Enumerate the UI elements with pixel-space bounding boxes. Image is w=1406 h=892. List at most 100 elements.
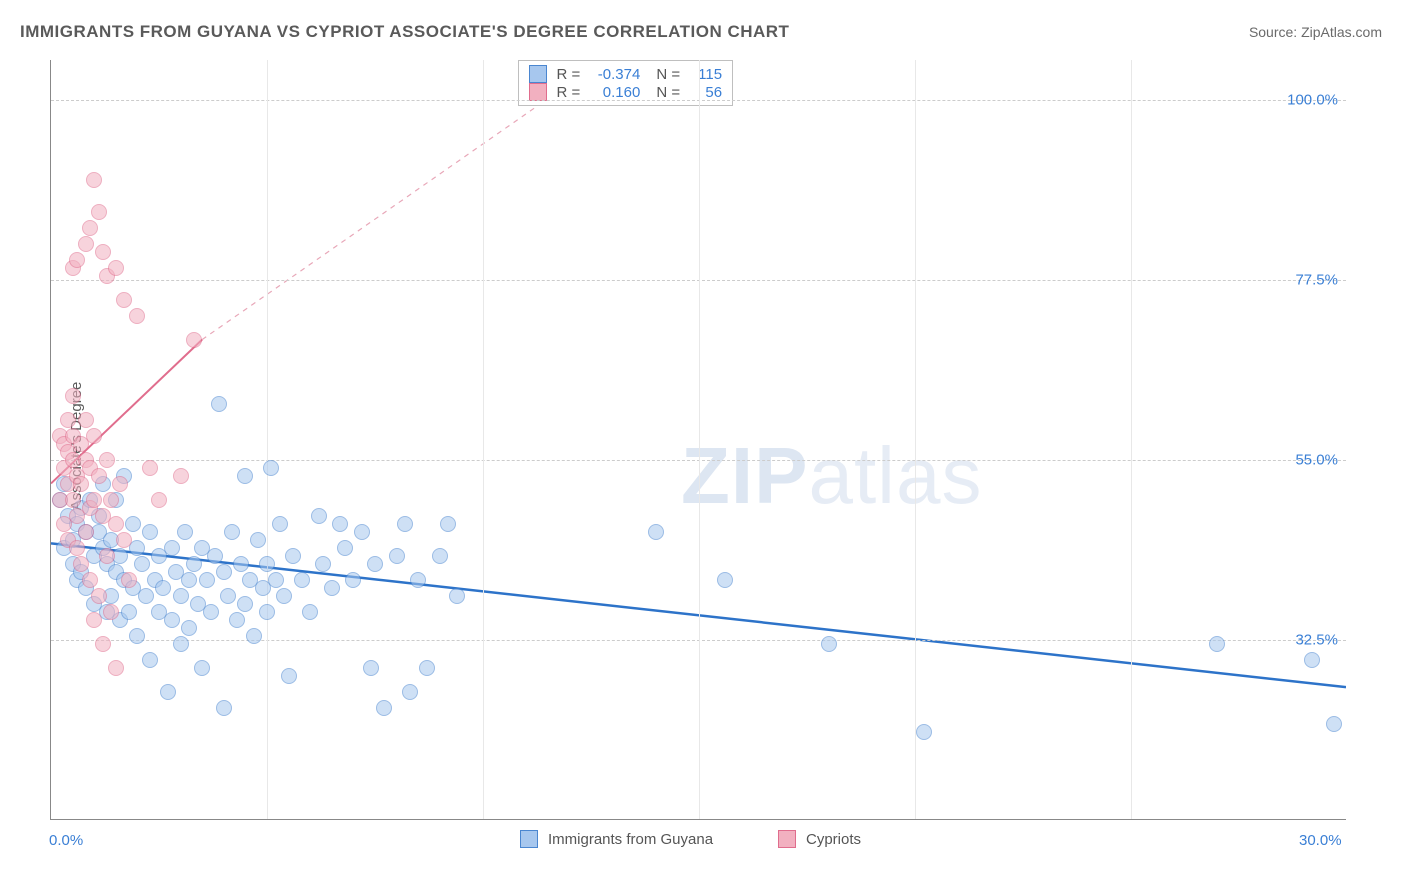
scatter-point-cypriots [108,516,124,532]
r-value: -0.374 [588,66,640,83]
scatter-point-cypriots [86,492,102,508]
chart-title: IMMIGRANTS FROM GUYANA VS CYPRIOT ASSOCI… [20,22,789,42]
scatter-point-cypriots [103,492,119,508]
trend-line [202,84,569,340]
scatter-point-guyana [138,588,154,604]
scatter-point-guyana [211,396,227,412]
scatter-point-cypriots [86,612,102,628]
scatter-point-cypriots [65,388,81,404]
scatter-point-cypriots [78,524,94,540]
watermark-rest: atlas [808,431,982,520]
scatter-point-guyana [402,684,418,700]
source-label: Source: ZipAtlas.com [1249,24,1382,40]
scatter-point-cypriots [65,492,81,508]
scatter-point-guyana [1326,716,1342,732]
y-tick-label: 55.0% [1295,452,1338,469]
scatter-point-guyana [164,540,180,556]
scatter-point-cypriots [186,332,202,348]
scatter-point-cypriots [99,548,115,564]
scatter-point-guyana [177,524,193,540]
legend-item: Immigrants from Guyana [520,830,713,848]
scatter-point-guyana [250,532,266,548]
scatter-point-guyana [389,548,405,564]
scatter-point-guyana [345,572,361,588]
legend-label: Cypriots [806,831,861,848]
scatter-point-guyana [268,572,284,588]
scatter-point-guyana [717,572,733,588]
stats-row-cypriots: R = 0.160 N = 56 [529,83,723,101]
scatter-point-guyana [821,636,837,652]
scatter-point-guyana [294,572,310,588]
scatter-point-guyana [1304,652,1320,668]
scatter-point-guyana [216,564,232,580]
watermark: ZIPatlas [681,430,982,522]
scatter-point-guyana [237,596,253,612]
x-tick-label: 0.0% [49,832,83,849]
n-value: 56 [688,84,722,101]
scatter-point-guyana [311,508,327,524]
scatter-point-guyana [354,524,370,540]
scatter-point-guyana [259,604,275,620]
scatter-point-cypriots [91,588,107,604]
scatter-point-cypriots [60,412,76,428]
scatter-point-guyana [224,524,240,540]
scatter-point-guyana [207,548,223,564]
swatch-icon [520,830,538,848]
scatter-point-cypriots [69,540,85,556]
r-value: 0.160 [588,84,640,101]
r-label: R = [557,66,581,83]
scatter-point-guyana [237,468,253,484]
y-tick-label: 100.0% [1287,92,1338,109]
scatter-point-guyana [181,572,197,588]
scatter-point-guyana [155,580,171,596]
scatter-point-cypriots [99,452,115,468]
gridline-vertical [915,60,916,819]
n-value: 115 [688,66,722,83]
scatter-point-guyana [186,556,202,572]
scatter-point-cypriots [73,556,89,572]
scatter-point-guyana [419,660,435,676]
scatter-point-cypriots [142,460,158,476]
r-label: R = [557,84,581,101]
scatter-point-guyana [449,588,465,604]
scatter-point-guyana [276,588,292,604]
scatter-point-guyana [142,524,158,540]
scatter-point-cypriots [95,244,111,260]
scatter-point-guyana [916,724,932,740]
scatter-point-guyana [216,700,232,716]
scatter-point-guyana [367,556,383,572]
scatter-point-cypriots [91,204,107,220]
y-tick-label: 77.5% [1295,272,1338,289]
gridline-vertical [699,60,700,819]
scatter-point-cypriots [173,468,189,484]
scatter-point-guyana [410,572,426,588]
y-tick-label: 32.5% [1295,632,1338,649]
n-label: N = [656,84,680,101]
scatter-point-cypriots [116,532,132,548]
scatter-point-guyana [259,556,275,572]
scatter-point-cypriots [91,468,107,484]
scatter-plot-area: ZIPatlas R = -0.374 N = 115 R = 0.160 N = 56 32… [50,60,1346,820]
scatter-point-cypriots [95,636,111,652]
x-tick-label: 30.0% [1299,832,1342,849]
gridline-vertical [267,60,268,819]
scatter-point-guyana [324,580,340,596]
scatter-point-cypriots [86,172,102,188]
gridline-vertical [1131,60,1132,819]
scatter-point-guyana [220,588,236,604]
scatter-point-guyana [246,628,262,644]
scatter-point-guyana [121,604,137,620]
scatter-point-guyana [129,628,145,644]
swatch-icon [778,830,796,848]
scatter-point-guyana [125,516,141,532]
scatter-point-guyana [181,620,197,636]
scatter-point-guyana [397,516,413,532]
scatter-point-guyana [376,700,392,716]
scatter-point-cypriots [78,412,94,428]
scatter-point-cypriots [116,292,132,308]
scatter-point-cypriots [73,476,89,492]
scatter-point-guyana [332,516,348,532]
scatter-point-guyana [199,572,215,588]
n-label: N = [656,66,680,83]
scatter-point-guyana [173,636,189,652]
